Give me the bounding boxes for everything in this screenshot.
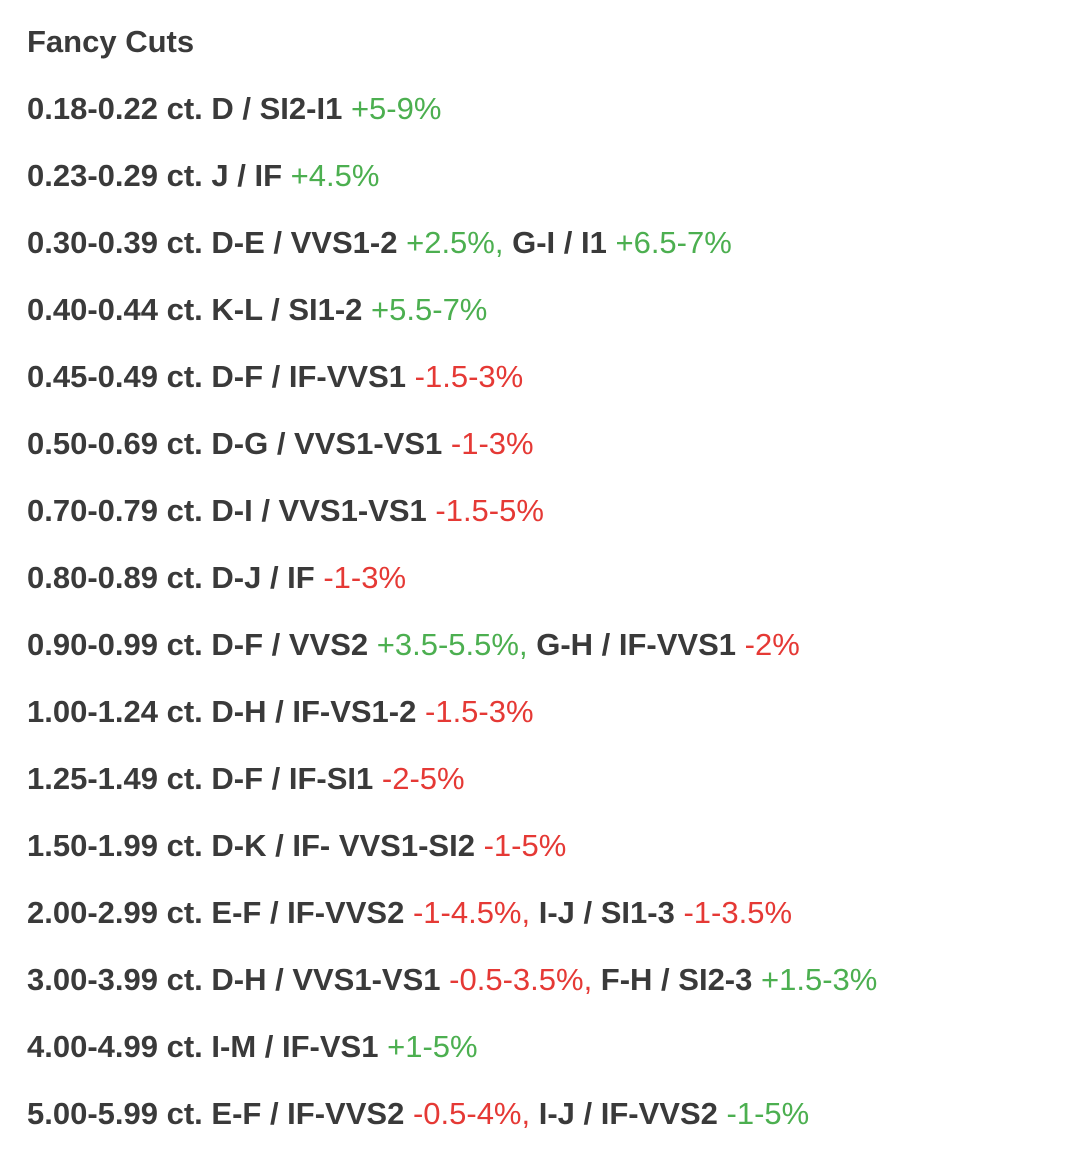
- segment-separator: ,: [494, 225, 513, 260]
- price-change-value: -1.5-3%: [425, 694, 534, 729]
- carat-grade-label: 2.00-2.99 ct. E-F / IF-VVS2: [27, 895, 405, 930]
- price-change-value: -1-3%: [450, 426, 534, 461]
- price-change-value: -2%: [744, 627, 800, 662]
- carat-grade-label: I-J / SI1-3: [538, 895, 675, 930]
- carat-grade-label: 0.30-0.39 ct. D-E / VVS1-2: [27, 225, 398, 260]
- price-change-value: +4.5%: [290, 158, 380, 193]
- price-change-value: +6.5-7%: [615, 225, 732, 260]
- price-change-value: -0.5-3.5%: [449, 962, 584, 997]
- carat-grade-label: 0.18-0.22 ct. D / SI2-I1: [27, 91, 343, 126]
- price-change-row: 0.40-0.44 ct. K-L / SI1-2 +5.5-7%: [27, 290, 1067, 357]
- price-change-value: +1.5-3%: [761, 962, 878, 997]
- carat-grade-label: 4.00-4.99 ct. I-M / IF-VS1: [27, 1029, 379, 1064]
- price-change-row: 0.45-0.49 ct. D-F / IF-VVS1 -1.5-3%: [27, 357, 1067, 424]
- carat-grade-label: F-H / SI2-3: [600, 962, 753, 997]
- carat-grade-label: 0.23-0.29 ct. J / IF: [27, 158, 283, 193]
- price-change-value: -0.5-4%: [412, 1096, 522, 1131]
- price-change-panel: Fancy Cuts 0.18-0.22 ct. D / SI2-I1 +5-9…: [27, 22, 1067, 1161]
- price-change-row: 0.18-0.22 ct. D / SI2-I1 +5-9%: [27, 89, 1067, 156]
- price-change-row: 0.50-0.69 ct. D-G / VVS1-VS1 -1-3%: [27, 424, 1067, 491]
- carat-grade-label: 0.90-0.99 ct. D-F / VVS2: [27, 627, 369, 662]
- section-title: Fancy Cuts: [27, 24, 195, 59]
- carat-grade-label: 5.00-5.99 ct. E-F / IF-VVS2: [27, 1096, 405, 1131]
- segment-separator: ,: [518, 627, 537, 662]
- carat-grade-label: 0.50-0.69 ct. D-G / VVS1-VS1: [27, 426, 443, 461]
- carat-grade-label: 1.50-1.99 ct. D-K / IF- VVS1-SI2: [27, 828, 475, 863]
- price-change-value: +5-9%: [350, 91, 442, 126]
- price-change-row: 5.00-5.99 ct. E-F / IF-VVS2 -0.5-4%, I-J…: [27, 1094, 1067, 1161]
- price-change-row: 0.80-0.89 ct. D-J / IF -1-3%: [27, 558, 1067, 625]
- carat-grade-label: 3.00-3.99 ct. D-H / VVS1-VS1: [27, 962, 441, 997]
- carat-grade-label: 1.00-1.24 ct. D-H / IF-VS1-2: [27, 694, 417, 729]
- price-change-row: 0.70-0.79 ct. D-I / VVS1-VS1 -1.5-5%: [27, 491, 1067, 558]
- price-change-value: -1-3%: [323, 560, 407, 595]
- carat-grade-label: I-J / IF-VVS2: [538, 1096, 718, 1131]
- carat-grade-label: 1.25-1.49 ct. D-F / IF-SI1: [27, 761, 374, 796]
- price-change-row: 0.23-0.29 ct. J / IF +4.5%: [27, 156, 1067, 223]
- price-change-value: -2-5%: [381, 761, 465, 796]
- carat-grade-label: 0.80-0.89 ct. D-J / IF: [27, 560, 315, 595]
- segment-separator: ,: [521, 895, 539, 930]
- carat-grade-label: 0.70-0.79 ct. D-I / VVS1-VS1: [27, 493, 427, 528]
- carat-grade-label: 0.40-0.44 ct. K-L / SI1-2: [27, 292, 363, 327]
- price-change-value: -1.5-5%: [435, 493, 544, 528]
- price-change-value: +1-5%: [387, 1029, 478, 1064]
- price-change-row: 3.00-3.99 ct. D-H / VVS1-VS1 -0.5-3.5%, …: [27, 960, 1067, 1027]
- price-change-value: +5.5-7%: [371, 292, 488, 327]
- price-change-row: 2.00-2.99 ct. E-F / IF-VVS2 -1-4.5%, I-J…: [27, 893, 1067, 960]
- price-change-value: +3.5-5.5%: [376, 627, 519, 662]
- segment-separator: ,: [521, 1096, 539, 1131]
- price-change-row: 4.00-4.99 ct. I-M / IF-VS1 +1-5%: [27, 1027, 1067, 1094]
- price-change-value: -1-5%: [726, 1096, 810, 1131]
- carat-grade-label: G-I / I1: [512, 225, 607, 260]
- price-change-row: 1.25-1.49 ct. D-F / IF-SI1 -2-5%: [27, 759, 1067, 826]
- segment-separator: ,: [583, 962, 601, 997]
- price-change-value: -1-4.5%: [412, 895, 522, 930]
- carat-grade-label: 0.45-0.49 ct. D-F / IF-VVS1: [27, 359, 407, 394]
- price-change-row: 1.50-1.99 ct. D-K / IF- VVS1-SI2 -1-5%: [27, 826, 1067, 893]
- price-change-row: 0.30-0.39 ct. D-E / VVS1-2 +2.5%, G-I / …: [27, 223, 1067, 290]
- price-change-value: +2.5%: [406, 225, 495, 260]
- carat-grade-label: G-H / IF-VVS1: [536, 627, 737, 662]
- price-change-value: -1.5-3%: [414, 359, 524, 394]
- price-change-value: -1-3.5%: [683, 895, 793, 930]
- price-change-value: -1-5%: [483, 828, 567, 863]
- price-change-row: 1.00-1.24 ct. D-H / IF-VS1-2 -1.5-3%: [27, 692, 1067, 759]
- price-change-row: 0.90-0.99 ct. D-F / VVS2 +3.5-5.5%, G-H …: [27, 625, 1067, 692]
- price-change-list: 0.18-0.22 ct. D / SI2-I1 +5-9% 0.23-0.29 …: [27, 89, 1067, 1161]
